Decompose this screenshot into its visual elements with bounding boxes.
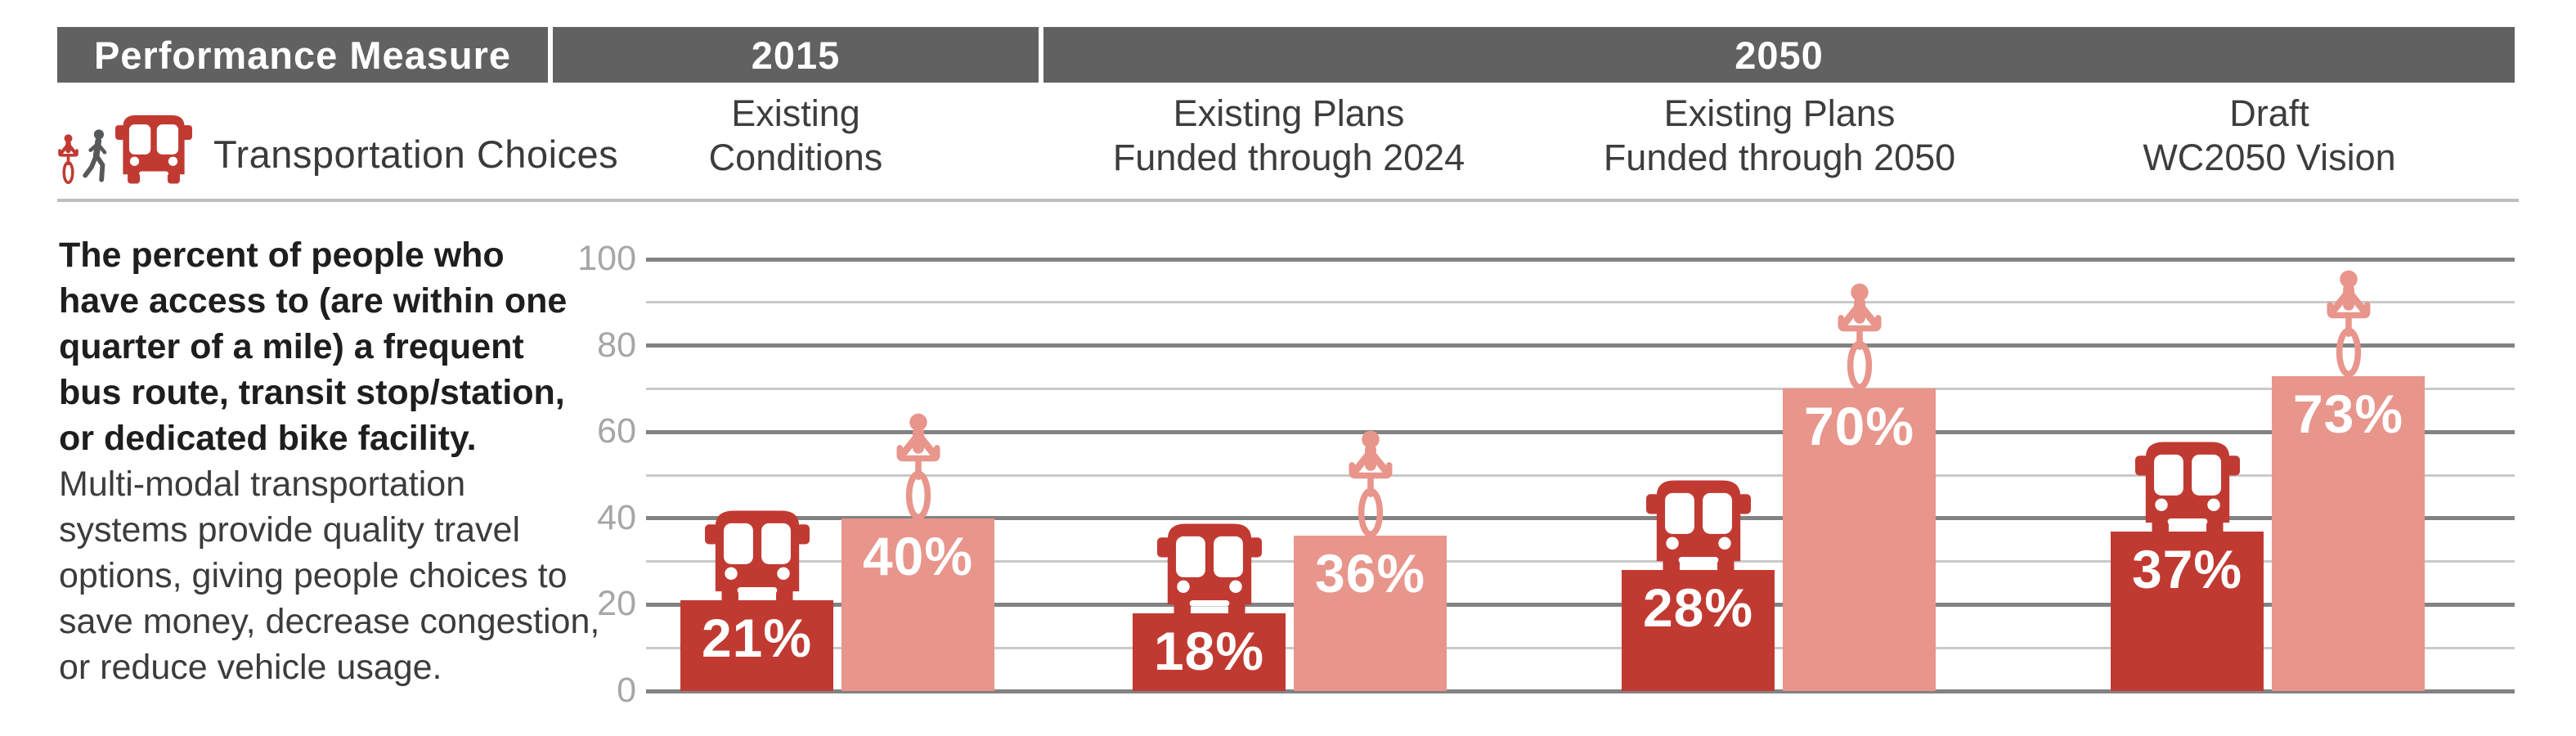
description-bold-text: The percent of people who have access to… [59, 236, 568, 458]
y-axis-label: 100 [577, 239, 636, 278]
bar-value-label: 73% [2292, 383, 2404, 444]
pedestrian-icon [83, 129, 107, 182]
gridline-major [646, 689, 2515, 693]
gridline-minor [646, 560, 2515, 563]
column-label: Draft WC2050 Vision [2143, 92, 2396, 178]
cyclist-icon [1349, 430, 1392, 537]
gridline-major [646, 257, 2515, 262]
bar-bus-access: 37% [2111, 531, 2264, 691]
bus-icon [115, 114, 192, 188]
bar-value-label: 28% [1642, 577, 1754, 639]
y-axis-label: 60 [597, 411, 636, 451]
bus-icon [704, 510, 810, 604]
cyclist-icon [57, 134, 79, 188]
gridline-minor [646, 301, 2515, 304]
gridline-major [646, 516, 2515, 521]
bar-bike-access: 70% [1783, 388, 1936, 691]
cyclist-icon [1838, 283, 1881, 391]
cyclist-icon-marker [895, 413, 942, 524]
bar-bike-access: 40% [841, 518, 994, 691]
bus-icon-marker [1645, 478, 1751, 579]
bar-value-label: 36% [1314, 542, 1426, 604]
bus-icon [1156, 523, 1262, 617]
bar-bus-access: 21% [680, 600, 833, 691]
gridline-minor [646, 387, 2515, 390]
y-axis-label: 20 [597, 584, 636, 624]
measure-row: Transportation Choices [57, 113, 618, 188]
y-axis-label: 0 [617, 671, 636, 710]
bar-value-label: 21% [701, 608, 813, 669]
y-axis-label: 80 [597, 325, 636, 365]
gridline-major [646, 429, 2515, 434]
column-label: Existing Plans Funded through 2050 [1603, 92, 1956, 178]
bar-value-label: 70% [1803, 396, 1915, 457]
gridline-major [646, 602, 2515, 607]
bus-icon [1645, 480, 1751, 574]
bar-value-label: 40% [862, 525, 974, 586]
bar-bus-access: 28% [1622, 570, 1775, 691]
gridline-major [646, 343, 2515, 348]
bus-icon [2134, 442, 2240, 536]
header-cell-2050: 2050 [1043, 27, 2515, 83]
bus-icon-marker [2134, 440, 2240, 541]
gridline-minor [646, 473, 2515, 477]
cyclist-icon-marker [1347, 430, 1394, 541]
bar-value-label: 37% [2131, 538, 2243, 599]
pedestrian-icon [83, 129, 112, 188]
divider-rule [57, 199, 2519, 202]
cyclist-icon [2327, 271, 2370, 378]
measure-label: Transportation Choices [213, 132, 619, 176]
cyclist-icon [896, 413, 940, 520]
description-regular-text: Multi-modal transportation systems provi… [59, 464, 600, 687]
column-label: Existing Conditions [708, 92, 883, 178]
gridline-minor [646, 646, 2515, 649]
bar-bike-access: 73% [2272, 375, 2425, 691]
cyclist-icon-marker [1836, 283, 1883, 394]
bus-icon-marker [704, 509, 810, 609]
header-cell-performance-measure: Performance Measure [57, 27, 548, 83]
cyclist-icon-marker [2325, 270, 2372, 381]
header-cell-2015: 2015 [553, 27, 1039, 83]
y-axis-label: 40 [597, 497, 636, 537]
column-label: Existing Plans Funded through 2024 [1112, 92, 1465, 178]
bus-icon-marker [1156, 522, 1262, 622]
cyclist-icon [58, 134, 79, 184]
bar-value-label: 18% [1153, 620, 1265, 681]
bar-bike-access: 36% [1294, 535, 1447, 691]
measure-description: The percent of people who have access to… [59, 232, 623, 690]
bar-bus-access: 18% [1133, 613, 1286, 691]
bus-icon [115, 114, 192, 184]
